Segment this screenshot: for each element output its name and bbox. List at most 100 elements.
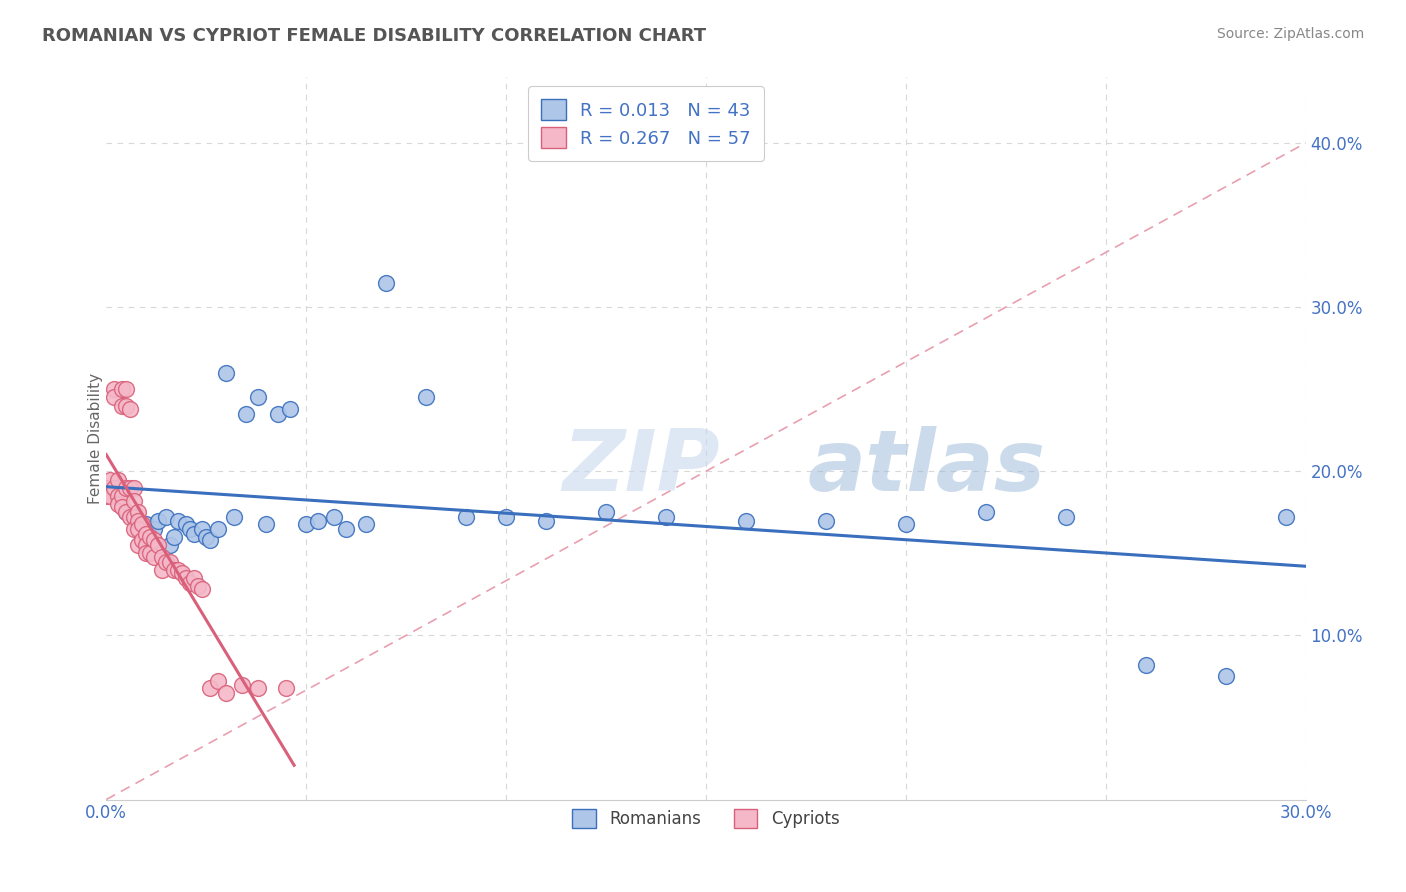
Point xyxy=(127,538,149,552)
Text: atlas: atlas xyxy=(808,425,1046,508)
Point xyxy=(195,530,218,544)
Point xyxy=(135,516,157,531)
Point xyxy=(122,522,145,536)
Point xyxy=(107,497,129,511)
Point xyxy=(198,681,221,695)
Point xyxy=(375,276,398,290)
Point xyxy=(139,530,162,544)
Text: ZIP: ZIP xyxy=(562,425,720,508)
Point xyxy=(107,473,129,487)
Point xyxy=(111,382,134,396)
Point xyxy=(150,549,173,564)
Point xyxy=(120,401,142,416)
Point xyxy=(115,399,138,413)
Point xyxy=(122,481,145,495)
Point xyxy=(655,510,678,524)
Point xyxy=(155,555,177,569)
Point xyxy=(354,516,377,531)
Point xyxy=(143,533,166,548)
Point xyxy=(127,514,149,528)
Point xyxy=(174,571,197,585)
Point xyxy=(120,481,142,495)
Point xyxy=(127,522,149,536)
Point xyxy=(335,522,357,536)
Point xyxy=(143,522,166,536)
Point xyxy=(103,481,125,495)
Point xyxy=(143,549,166,564)
Point xyxy=(814,514,837,528)
Point xyxy=(122,510,145,524)
Point xyxy=(187,579,209,593)
Point xyxy=(231,678,253,692)
Point xyxy=(247,681,270,695)
Point xyxy=(254,516,277,531)
Point xyxy=(207,674,229,689)
Point xyxy=(415,391,437,405)
Point xyxy=(122,510,145,524)
Point xyxy=(107,489,129,503)
Point xyxy=(155,510,177,524)
Point xyxy=(135,546,157,560)
Point xyxy=(179,522,201,536)
Point xyxy=(148,538,170,552)
Point xyxy=(207,522,229,536)
Point xyxy=(167,514,190,528)
Point xyxy=(734,514,756,528)
Point xyxy=(98,473,121,487)
Point xyxy=(198,533,221,548)
Point xyxy=(135,538,157,552)
Point xyxy=(131,533,153,548)
Point xyxy=(1274,510,1296,524)
Point xyxy=(278,401,301,416)
Point xyxy=(307,514,329,528)
Point xyxy=(96,489,118,503)
Y-axis label: Female Disability: Female Disability xyxy=(87,373,103,504)
Point xyxy=(159,555,181,569)
Point xyxy=(595,505,617,519)
Point xyxy=(191,522,214,536)
Point xyxy=(135,526,157,541)
Point xyxy=(103,382,125,396)
Point xyxy=(103,391,125,405)
Point xyxy=(295,516,318,531)
Text: ROMANIAN VS CYPRIOT FEMALE DISABILITY CORRELATION CHART: ROMANIAN VS CYPRIOT FEMALE DISABILITY CO… xyxy=(42,27,706,45)
Text: Source: ZipAtlas.com: Source: ZipAtlas.com xyxy=(1216,27,1364,41)
Point xyxy=(139,546,162,560)
Point xyxy=(172,566,194,580)
Point xyxy=(1054,510,1077,524)
Point xyxy=(120,510,142,524)
Point xyxy=(131,516,153,531)
Point xyxy=(111,500,134,515)
Point xyxy=(111,489,134,503)
Point xyxy=(150,563,173,577)
Point xyxy=(163,563,186,577)
Point xyxy=(163,530,186,544)
Point xyxy=(215,366,238,380)
Point xyxy=(115,505,138,519)
Point xyxy=(183,571,205,585)
Point xyxy=(183,526,205,541)
Point xyxy=(974,505,997,519)
Point xyxy=(894,516,917,531)
Point xyxy=(534,514,557,528)
Point xyxy=(1215,669,1237,683)
Point xyxy=(122,493,145,508)
Point xyxy=(454,510,477,524)
Point xyxy=(127,505,149,519)
Point xyxy=(179,575,201,590)
Point xyxy=(276,681,298,695)
Point xyxy=(323,510,346,524)
Point xyxy=(191,582,214,597)
Point xyxy=(247,391,270,405)
Point xyxy=(115,481,138,495)
Point xyxy=(495,510,517,524)
Point xyxy=(159,538,181,552)
Point xyxy=(235,407,257,421)
Point xyxy=(111,399,134,413)
Point xyxy=(115,382,138,396)
Point xyxy=(174,516,197,531)
Point xyxy=(148,514,170,528)
Legend: Romanians, Cypriots: Romanians, Cypriots xyxy=(565,802,846,835)
Point xyxy=(1135,657,1157,672)
Point xyxy=(167,563,190,577)
